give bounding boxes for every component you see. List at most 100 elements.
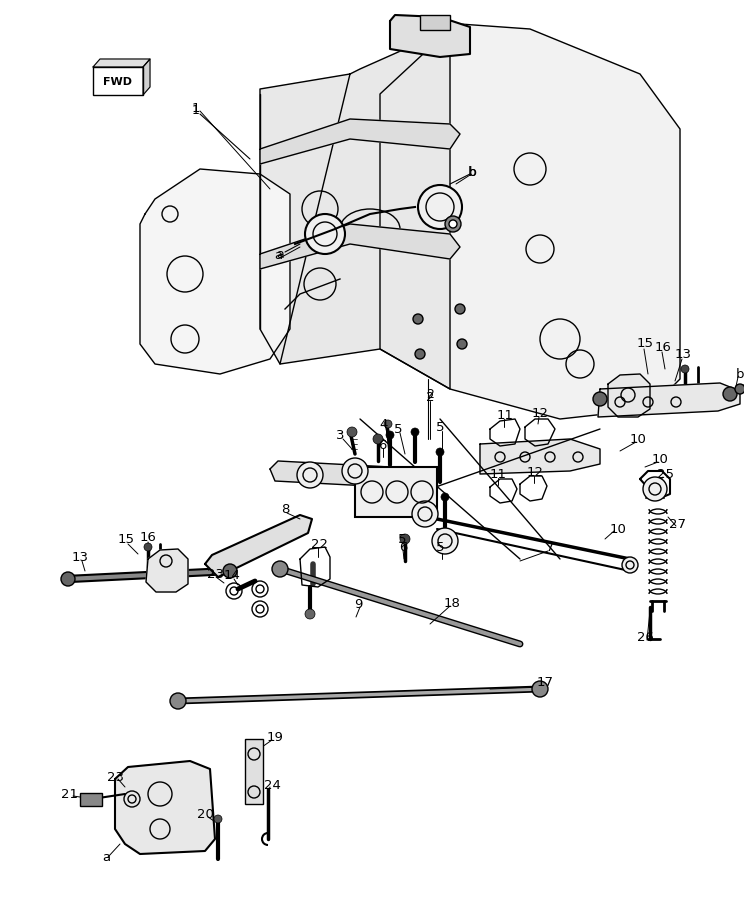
Polygon shape [146, 549, 188, 593]
Polygon shape [140, 170, 290, 374]
Circle shape [418, 186, 462, 230]
Text: b: b [469, 165, 477, 179]
Text: 13: 13 [71, 551, 89, 564]
Text: 13: 13 [675, 348, 691, 361]
Text: 3: 3 [336, 429, 344, 442]
Text: 11: 11 [496, 409, 513, 422]
Text: FWD: FWD [103, 77, 132, 87]
Circle shape [643, 477, 667, 502]
Text: 12: 12 [531, 407, 548, 420]
Text: 8: 8 [280, 503, 289, 516]
Circle shape [223, 565, 237, 578]
Circle shape [723, 388, 737, 401]
Circle shape [373, 435, 383, 445]
Polygon shape [608, 374, 650, 418]
Polygon shape [93, 60, 150, 68]
Circle shape [305, 610, 315, 620]
Text: 2: 2 [426, 388, 434, 401]
Circle shape [532, 681, 548, 697]
Circle shape [342, 458, 368, 484]
Circle shape [622, 557, 638, 574]
Bar [355, 467, 437, 518]
Text: a: a [102, 851, 110, 863]
Text: 10: 10 [652, 453, 668, 466]
Bar [420, 16, 450, 31]
Polygon shape [143, 60, 150, 96]
Text: 16: 16 [140, 531, 156, 544]
Text: b: b [736, 368, 744, 381]
Text: 1: 1 [192, 101, 200, 115]
Circle shape [347, 428, 357, 437]
Text: 15: 15 [637, 337, 653, 350]
Circle shape [272, 561, 288, 577]
Circle shape [449, 221, 457, 229]
Circle shape [61, 573, 75, 586]
Polygon shape [115, 761, 215, 854]
Polygon shape [205, 515, 312, 577]
Text: 17: 17 [536, 676, 554, 689]
Circle shape [457, 340, 467, 350]
Text: 10: 10 [609, 523, 626, 536]
Text: 12: 12 [527, 466, 544, 479]
Text: 23: 23 [106, 770, 124, 784]
Text: 6: 6 [378, 439, 386, 452]
Circle shape [411, 428, 419, 437]
Text: 18: 18 [443, 597, 461, 610]
Text: a: a [274, 249, 282, 262]
Circle shape [593, 392, 607, 407]
Circle shape [436, 448, 444, 456]
Polygon shape [480, 439, 600, 474]
Text: 5: 5 [436, 421, 444, 434]
Text: 6: 6 [399, 541, 407, 554]
Circle shape [400, 534, 410, 545]
Text: 16: 16 [655, 341, 671, 354]
Text: 7: 7 [546, 541, 554, 554]
Text: 9: 9 [354, 598, 362, 611]
Polygon shape [260, 30, 450, 390]
Text: 14: 14 [223, 569, 240, 582]
Text: 15: 15 [118, 533, 135, 546]
Text: a: a [276, 248, 284, 262]
Circle shape [384, 420, 392, 428]
Circle shape [735, 384, 744, 394]
Circle shape [415, 350, 425, 360]
Bar [245, 739, 263, 804]
Text: 24: 24 [263, 778, 280, 792]
Circle shape [386, 431, 394, 439]
Polygon shape [270, 462, 395, 487]
Text: 19: 19 [266, 731, 283, 743]
Polygon shape [260, 225, 460, 270]
Text: 22: 22 [312, 538, 329, 551]
Text: 27: 27 [670, 518, 687, 531]
Circle shape [412, 502, 438, 528]
Polygon shape [390, 16, 470, 58]
Circle shape [441, 493, 449, 502]
Text: b: b [468, 165, 476, 179]
Circle shape [305, 215, 345, 254]
Text: 21: 21 [62, 787, 79, 801]
Circle shape [455, 305, 465, 315]
Circle shape [432, 529, 458, 555]
Text: 25: 25 [656, 468, 673, 481]
Text: 1: 1 [192, 104, 200, 116]
Text: 5: 5 [436, 541, 444, 554]
Polygon shape [598, 383, 740, 418]
Text: 26: 26 [637, 630, 653, 644]
Circle shape [681, 365, 689, 373]
Text: 5: 5 [398, 533, 406, 546]
Polygon shape [260, 120, 460, 165]
Text: 5: 5 [394, 423, 403, 436]
Text: 2: 2 [426, 391, 434, 404]
Bar [80, 793, 102, 806]
Text: 4: 4 [380, 418, 388, 431]
Polygon shape [380, 25, 680, 419]
Circle shape [413, 315, 423, 325]
Circle shape [297, 463, 323, 489]
Text: 10: 10 [629, 433, 647, 446]
Text: 20: 20 [196, 807, 214, 821]
Circle shape [170, 694, 186, 709]
Circle shape [445, 216, 461, 233]
Text: 11: 11 [490, 468, 507, 481]
Bar [93, 68, 143, 96]
Text: 23: 23 [207, 568, 223, 581]
